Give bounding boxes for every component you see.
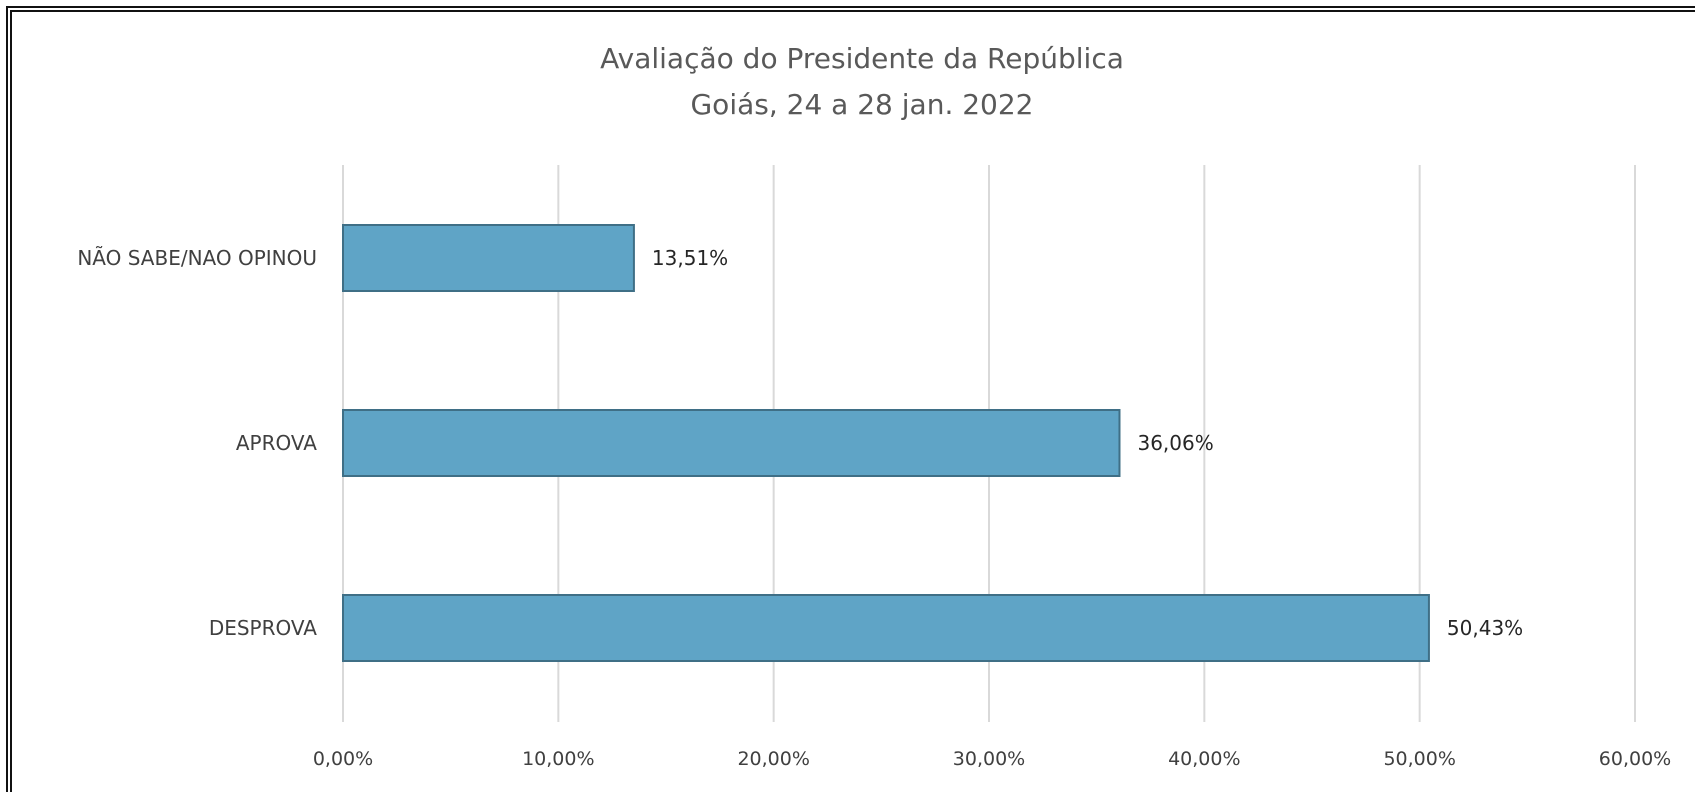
category-label: DESPROVA [209, 616, 317, 640]
chart-subtitle: Goiás, 24 a 28 jan. 2022 [690, 88, 1033, 121]
bar [342, 224, 635, 292]
data-label: 36,06% [1137, 431, 1213, 455]
x-tick-label: 60,00% [1599, 748, 1671, 770]
x-tick-label: 10,00% [522, 748, 594, 770]
x-tick-label: 50,00% [1383, 748, 1455, 770]
data-label: 50,43% [1447, 616, 1523, 640]
x-tick-label: 30,00% [953, 748, 1025, 770]
chart-title: Avaliação do Presidente da República [600, 42, 1124, 75]
category-label: NÃO SABE/NAO OPINOU [77, 246, 317, 270]
data-label: 13,51% [652, 246, 728, 270]
category-label: APROVA [236, 431, 317, 455]
bars [342, 224, 1430, 662]
labels: 0,00% 10,00% 20,00% 30,00% 40,00% 50,00% 60,00… [77, 246, 1671, 770]
bar [342, 594, 1430, 662]
x-tick-label: 0,00% [313, 748, 373, 770]
x-tick-label: 20,00% [737, 748, 809, 770]
x-tick-label: 40,00% [1168, 748, 1240, 770]
bar [342, 409, 1121, 477]
